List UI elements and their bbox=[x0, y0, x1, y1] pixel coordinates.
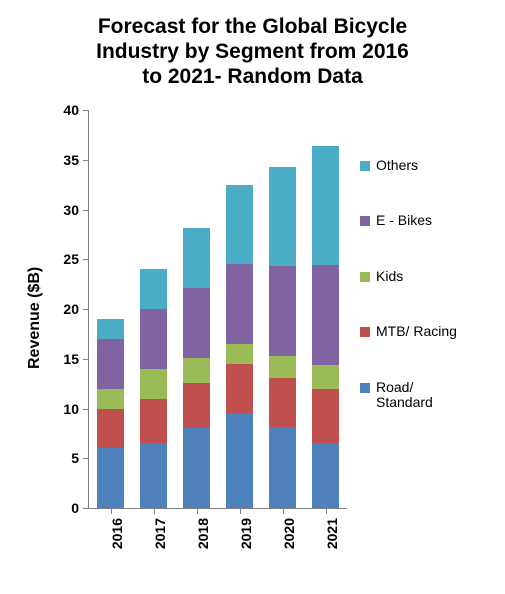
bar-2018 bbox=[183, 228, 210, 508]
y-tick bbox=[83, 359, 89, 360]
legend-label: Kids bbox=[376, 269, 403, 284]
seg-others bbox=[140, 269, 167, 309]
seg-kids bbox=[226, 344, 253, 364]
x-tick-label: 2020 bbox=[281, 518, 297, 549]
y-tick-label: 20 bbox=[63, 301, 79, 317]
legend-label: Road/Standard bbox=[376, 380, 433, 411]
y-axis-label: Revenue ($B) bbox=[26, 267, 44, 369]
seg-ebikes bbox=[97, 339, 124, 389]
y-tick-label: 10 bbox=[63, 401, 79, 417]
x-tick-label: 2019 bbox=[238, 518, 254, 549]
x-tick-label: 2016 bbox=[109, 518, 125, 549]
chart-frame: Forecast for the Global BicycleIndustry … bbox=[0, 0, 505, 594]
seg-ebikes bbox=[226, 264, 253, 344]
seg-kids bbox=[183, 358, 210, 383]
y-tick-label: 40 bbox=[63, 102, 79, 118]
seg-mtb bbox=[269, 378, 296, 428]
x-tick bbox=[283, 508, 284, 514]
seg-kids bbox=[269, 356, 296, 378]
seg-others bbox=[183, 228, 210, 288]
legend-label: Others bbox=[376, 158, 418, 173]
seg-ebikes bbox=[269, 266, 296, 356]
seg-mtb bbox=[97, 409, 124, 449]
x-tick-label: 2018 bbox=[195, 518, 211, 549]
legend-item-road: Road/Standard bbox=[360, 380, 457, 411]
seg-road bbox=[226, 413, 253, 508]
seg-others bbox=[312, 146, 339, 265]
x-tick-label: 2017 bbox=[152, 518, 168, 549]
legend-swatch bbox=[360, 272, 370, 282]
seg-mtb bbox=[183, 383, 210, 429]
seg-ebikes bbox=[312, 265, 339, 365]
y-tick bbox=[83, 160, 89, 161]
seg-others bbox=[269, 167, 296, 267]
legend-item-mtb: MTB/ Racing bbox=[360, 324, 457, 339]
x-tick bbox=[154, 508, 155, 514]
y-tick bbox=[83, 110, 89, 111]
x-tick bbox=[240, 508, 241, 514]
legend-swatch bbox=[360, 216, 370, 226]
legend-swatch bbox=[360, 327, 370, 337]
legend-item-others: Others bbox=[360, 158, 457, 173]
chart-title: Forecast for the Global BicycleIndustry … bbox=[0, 14, 505, 90]
y-tick bbox=[83, 210, 89, 211]
y-tick bbox=[83, 458, 89, 459]
y-tick bbox=[83, 508, 89, 509]
y-tick-label: 5 bbox=[71, 450, 79, 466]
seg-road bbox=[140, 443, 167, 508]
bar-2020 bbox=[269, 167, 296, 508]
legend-item-kids: Kids bbox=[360, 269, 457, 284]
y-tick-label: 15 bbox=[63, 351, 79, 367]
seg-road bbox=[183, 428, 210, 508]
x-tick bbox=[111, 508, 112, 514]
seg-mtb bbox=[140, 399, 167, 444]
y-tick bbox=[83, 409, 89, 410]
seg-road bbox=[312, 443, 339, 508]
seg-road bbox=[97, 448, 124, 508]
seg-ebikes bbox=[140, 309, 167, 369]
seg-kids bbox=[140, 369, 167, 399]
legend-swatch bbox=[360, 383, 370, 393]
seg-kids bbox=[97, 389, 124, 409]
y-tick bbox=[83, 309, 89, 310]
x-tick bbox=[326, 508, 327, 514]
y-tick-label: 35 bbox=[63, 152, 79, 168]
bar-2019 bbox=[226, 185, 253, 508]
x-tick-label: 2021 bbox=[324, 518, 340, 549]
y-tick-label: 30 bbox=[63, 202, 79, 218]
bar-2017 bbox=[140, 269, 167, 508]
seg-mtb bbox=[312, 389, 339, 444]
y-tick-label: 0 bbox=[71, 500, 79, 516]
seg-mtb bbox=[226, 364, 253, 414]
legend: Others E - Bikes Kids MTB/ Racing Road/Stand… bbox=[360, 158, 457, 410]
x-tick bbox=[197, 508, 198, 514]
y-tick bbox=[83, 259, 89, 260]
legend-swatch bbox=[360, 161, 370, 171]
bar-2021 bbox=[312, 146, 339, 508]
seg-road bbox=[269, 427, 296, 508]
legend-item-ebikes: E - Bikes bbox=[360, 213, 457, 228]
seg-kids bbox=[312, 365, 339, 389]
legend-label: MTB/ Racing bbox=[376, 324, 457, 339]
legend-label: E - Bikes bbox=[376, 213, 432, 228]
seg-others bbox=[226, 185, 253, 265]
bar-2016 bbox=[97, 319, 124, 508]
plot-area: 0510152025303540201620172018201920202021 bbox=[88, 110, 347, 509]
seg-others bbox=[97, 319, 124, 339]
seg-ebikes bbox=[183, 288, 210, 358]
y-tick-label: 25 bbox=[63, 251, 79, 267]
